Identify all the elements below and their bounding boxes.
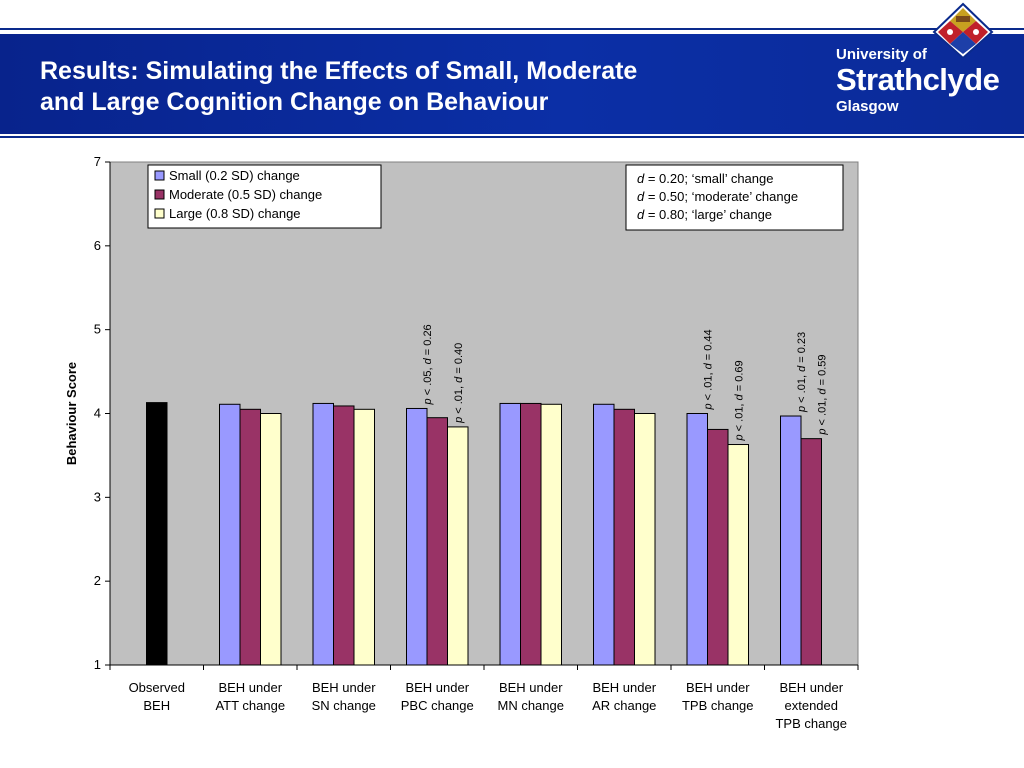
bar-small-change bbox=[313, 403, 334, 665]
crest-icon bbox=[932, 2, 994, 58]
significance-annotation: p < .01, d = 0.59 bbox=[816, 354, 828, 435]
bar-observed-beh bbox=[147, 403, 168, 665]
legend-label: Small (0.2 SD) change bbox=[169, 168, 300, 183]
slide-title-line-1: Results: Simulating the Effects of Small… bbox=[40, 56, 760, 87]
bar-small-change bbox=[687, 414, 708, 666]
x-category-label: BEH under bbox=[405, 680, 469, 695]
behaviour-bar-chart: 1 2 3 4 5 6 7 Observed BEH BEH under ATT change BEH… bbox=[0, 140, 1024, 768]
slide-header: Results: Simulating the Effects of Small… bbox=[0, 0, 1024, 140]
slide-title-line-2: and Large Cognition Change on Behaviour bbox=[40, 87, 760, 118]
significance-annotation: p < .01, d = 0.23 bbox=[796, 332, 808, 413]
bar-moderate-change bbox=[801, 439, 822, 665]
logo-glasgow: Glasgow bbox=[836, 98, 899, 115]
legend-swatch bbox=[155, 190, 164, 199]
y-tick-label: 3 bbox=[94, 489, 101, 504]
effect-size-box: d = 0.20; ‘small’ change d = 0.50; ‘moder… bbox=[626, 165, 843, 230]
bar-moderate-change bbox=[334, 406, 355, 665]
effect-size-line: d = 0.20; ‘small’ change bbox=[637, 171, 773, 186]
logo-strathclyde: Strathclyde bbox=[836, 62, 999, 98]
legend-swatch bbox=[155, 171, 164, 180]
legend-label: Moderate (0.5 SD) change bbox=[169, 187, 322, 202]
university-logo: University of Strathclyde Glasgow bbox=[836, 2, 1006, 132]
x-category-label: BEH under bbox=[312, 680, 376, 695]
x-category-label: MN change bbox=[498, 698, 564, 713]
bar-small-change bbox=[781, 416, 802, 665]
x-category-label: BEH under bbox=[218, 680, 282, 695]
y-axis-title: Behaviour Score bbox=[64, 362, 79, 465]
bar-large-change bbox=[448, 427, 469, 665]
bar-small-change bbox=[220, 404, 241, 665]
bar-large-change bbox=[635, 414, 656, 666]
x-category-label: extended bbox=[785, 698, 839, 713]
y-tick-label: 6 bbox=[94, 238, 101, 253]
y-tick-label: 2 bbox=[94, 573, 101, 588]
y-tick-label: 4 bbox=[94, 406, 101, 421]
significance-annotation: p < .01, d = 0.44 bbox=[702, 329, 714, 410]
y-tick-label: 5 bbox=[94, 322, 101, 337]
bar-moderate-change bbox=[708, 429, 729, 665]
bar-moderate-change bbox=[614, 409, 635, 665]
x-category-label: ATT change bbox=[215, 698, 285, 713]
x-category-label: TPB change bbox=[682, 698, 754, 713]
x-category-label: BEH under bbox=[779, 680, 843, 695]
bar-large-change bbox=[261, 414, 282, 666]
bar-small-change bbox=[594, 404, 615, 665]
bar-moderate-change bbox=[427, 418, 448, 665]
bar-large-change bbox=[728, 445, 749, 665]
y-tick-label: 7 bbox=[94, 154, 101, 169]
bar-moderate-change bbox=[240, 409, 261, 665]
legend: Small (0.2 SD) change Moderate (0.5 SD) c… bbox=[148, 165, 381, 228]
x-category-label: TPB change bbox=[775, 716, 847, 731]
x-category-label: SN change bbox=[312, 698, 376, 713]
effect-size-line: d = 0.50; ‘moderate’ change bbox=[637, 189, 798, 204]
header-bottom-rule bbox=[0, 136, 1024, 138]
x-category-label: PBC change bbox=[401, 698, 474, 713]
x-category-label: BEH under bbox=[686, 680, 750, 695]
bar-large-change bbox=[541, 404, 562, 665]
significance-annotation: p < .01, d = 0.69 bbox=[733, 360, 745, 441]
effect-size-line: d = 0.80; ‘large’ change bbox=[637, 207, 772, 222]
bar-large-change bbox=[354, 409, 375, 665]
significance-annotation: p < .05, d = 0.26 bbox=[422, 324, 434, 405]
x-category-label: BEH bbox=[143, 698, 170, 713]
x-category-label: Observed bbox=[129, 680, 185, 695]
logo-university-of: University of bbox=[836, 46, 927, 63]
y-tick-label: 1 bbox=[94, 657, 101, 672]
x-category-label: BEH under bbox=[592, 680, 656, 695]
bar-moderate-change bbox=[521, 403, 542, 665]
legend-label: Large (0.8 SD) change bbox=[169, 206, 301, 221]
legend-swatch bbox=[155, 209, 164, 218]
significance-annotation: p < .01, d = 0.40 bbox=[453, 343, 465, 424]
slide-title: Results: Simulating the Effects of Small… bbox=[40, 56, 760, 118]
bar-small-change bbox=[407, 408, 428, 665]
x-category-label: BEH under bbox=[499, 680, 563, 695]
x-category-label: AR change bbox=[592, 698, 656, 713]
bar-small-change bbox=[500, 403, 521, 665]
